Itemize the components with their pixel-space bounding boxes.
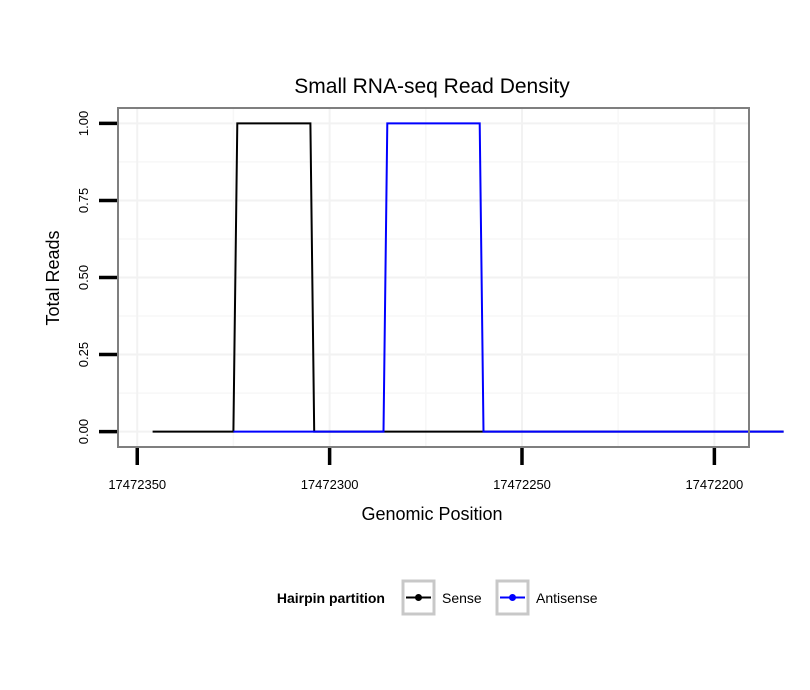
x-tick-label: 17472350 <box>108 477 166 492</box>
x-axis-title: Genomic Position <box>361 504 502 524</box>
y-tick-label: 1.00 <box>76 111 91 136</box>
y-tick-label: 0.50 <box>76 265 91 290</box>
y-tick-label: 0.75 <box>76 188 91 213</box>
x-tick-label: 17472250 <box>493 477 551 492</box>
legend-point-antisense <box>509 594 516 601</box>
y-axis: 0.00 0.25 0.50 0.75 1.00 <box>76 111 117 444</box>
y-tick-label: 0.00 <box>76 419 91 444</box>
legend-label-sense: Sense <box>442 590 482 606</box>
series-line-sense <box>152 122 784 433</box>
legend-point-sense <box>415 594 422 601</box>
legend-title: Hairpin partition <box>277 590 385 606</box>
x-tick-label: 17472200 <box>685 477 743 492</box>
chart-title: Small RNA-seq Read Density <box>294 75 570 98</box>
legend: Hairpin partition Sense Antisense <box>277 579 598 616</box>
series-layer <box>152 122 784 433</box>
y-tick-label: 0.25 <box>76 342 91 367</box>
x-axis: 17472350 17472300 17472250 17472200 <box>108 448 743 492</box>
legend-label-antisense: Antisense <box>536 590 598 606</box>
x-tick-label: 17472300 <box>301 477 359 492</box>
series-line-antisense <box>233 122 784 433</box>
y-axis-title: Total Reads <box>43 230 63 325</box>
plot-border <box>117 107 750 448</box>
